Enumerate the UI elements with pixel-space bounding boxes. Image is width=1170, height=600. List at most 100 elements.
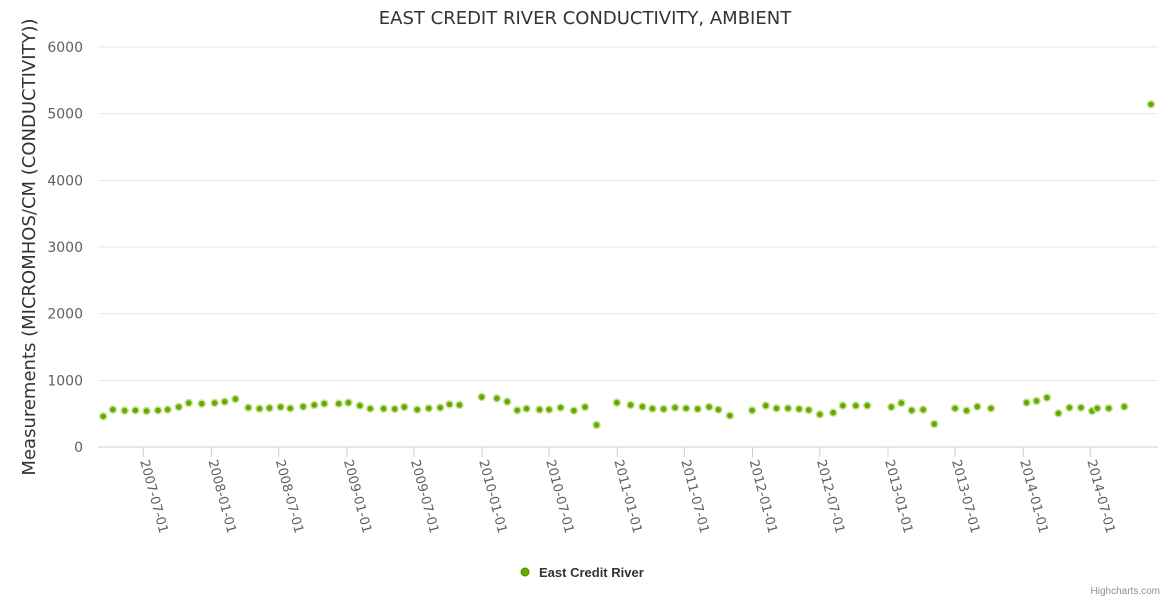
x-tick-label: 2013-01-01 [881, 458, 915, 535]
data-point[interactable] [747, 406, 757, 415]
data-point[interactable] [815, 410, 825, 419]
data-point[interactable] [379, 404, 388, 413]
data-point[interactable] [693, 404, 702, 414]
data-point[interactable] [1022, 398, 1031, 407]
data-point[interactable] [334, 399, 343, 408]
data-point[interactable] [445, 400, 454, 409]
data-point[interactable] [435, 403, 445, 412]
data-point[interactable] [108, 405, 118, 414]
data-point[interactable] [535, 405, 544, 414]
legend-item[interactable]: East Credit River [520, 565, 644, 580]
data-point[interactable] [794, 404, 804, 414]
data-point[interactable] [184, 398, 193, 408]
legend-marker [520, 567, 530, 577]
data-point[interactable] [986, 404, 996, 413]
data-point[interactable] [897, 398, 906, 408]
data-point[interactable] [1065, 403, 1074, 412]
data-point[interactable] [298, 402, 308, 411]
data-point[interactable] [704, 402, 714, 412]
data-point[interactable] [612, 398, 622, 407]
data-point[interactable] [1146, 100, 1156, 109]
data-point[interactable] [772, 404, 781, 413]
data-point[interactable] [1054, 409, 1063, 418]
data-point[interactable] [907, 406, 916, 415]
data-point[interactable] [887, 402, 896, 412]
data-point[interactable] [544, 405, 554, 414]
data-point[interactable] [783, 404, 793, 413]
data-point[interactable] [455, 400, 464, 410]
y-tick-label: 3000 [47, 240, 83, 256]
data-point[interactable] [424, 404, 433, 413]
data-point[interactable] [276, 402, 285, 412]
data-point[interactable] [390, 404, 399, 414]
data-point[interactable] [244, 403, 253, 412]
chart-title: EAST CREDIT RIVER CONDUCTIVITY, AMBIENT [379, 8, 792, 29]
data-point[interactable] [320, 399, 329, 408]
data-point[interactable] [400, 402, 409, 412]
data-point[interactable] [863, 401, 872, 410]
data-point[interactable] [918, 405, 928, 414]
data-point[interactable] [580, 402, 590, 412]
data-point[interactable] [962, 406, 971, 415]
y-axis-label: Measurements (MICROMHOS/CM (CONDUCTIVITY… [19, 18, 40, 475]
data-point[interactable] [210, 398, 219, 408]
data-point[interactable] [163, 405, 172, 414]
x-tick-label: 2008-07-01 [272, 458, 306, 535]
legend-label: East Credit River [539, 565, 644, 580]
data-point[interactable] [503, 397, 512, 406]
data-point[interactable] [255, 404, 264, 413]
data-point[interactable] [851, 401, 861, 410]
data-point[interactable] [477, 392, 486, 402]
data-point[interactable] [522, 404, 531, 413]
data-point[interactable] [828, 408, 838, 417]
data-point[interactable] [344, 398, 353, 407]
data-point[interactable] [131, 406, 140, 415]
data-point[interactable] [569, 406, 579, 415]
credits-link[interactable]: Highcharts.com [1091, 586, 1160, 597]
data-point[interactable] [950, 404, 960, 413]
data-point[interactable] [761, 401, 771, 410]
data-point[interactable] [930, 419, 939, 429]
data-point[interactable] [556, 403, 565, 412]
data-point[interactable] [1093, 404, 1102, 413]
data-point[interactable] [365, 404, 375, 413]
data-points [98, 100, 1156, 430]
data-point[interactable] [804, 405, 813, 415]
data-point[interactable] [1032, 396, 1041, 406]
data-point[interactable] [725, 411, 735, 420]
data-point[interactable] [670, 403, 680, 412]
x-tick-label: 2013-07-01 [948, 458, 982, 535]
x-tick-label: 2011-07-01 [677, 458, 711, 535]
data-point[interactable] [120, 406, 129, 415]
data-point[interactable] [638, 402, 647, 411]
data-point[interactable] [220, 397, 229, 406]
data-point[interactable] [231, 394, 240, 404]
data-point[interactable] [681, 404, 691, 413]
data-point[interactable] [310, 400, 319, 410]
data-point[interactable] [1042, 393, 1052, 402]
data-point[interactable] [1104, 404, 1113, 413]
data-point[interactable] [285, 404, 295, 413]
data-point[interactable] [355, 401, 365, 410]
data-point[interactable] [973, 402, 982, 411]
data-point[interactable] [197, 399, 206, 408]
data-point[interactable] [174, 402, 183, 412]
data-point[interactable] [98, 412, 108, 421]
data-point[interactable] [513, 406, 522, 415]
data-point[interactable] [142, 406, 151, 416]
data-point[interactable] [838, 401, 848, 410]
data-point[interactable] [592, 420, 601, 430]
data-point[interactable] [648, 404, 657, 413]
data-point[interactable] [492, 394, 502, 403]
data-point[interactable] [265, 403, 274, 413]
data-point[interactable] [153, 406, 163, 415]
data-point[interactable] [1120, 402, 1129, 411]
x-tick-label: 2009-07-01 [407, 458, 441, 535]
data-point[interactable] [659, 404, 668, 414]
data-point[interactable] [1076, 403, 1086, 412]
x-tick-label: 2008-01-01 [204, 458, 238, 535]
data-point[interactable] [626, 400, 635, 410]
data-point[interactable] [413, 405, 422, 414]
data-point[interactable] [714, 405, 723, 414]
